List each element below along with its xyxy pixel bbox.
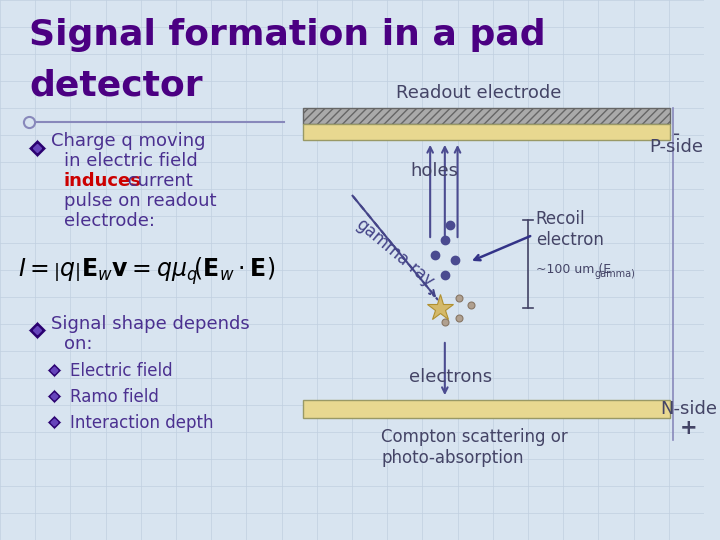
Text: pulse on readout: pulse on readout bbox=[63, 192, 216, 210]
Text: detector: detector bbox=[30, 68, 203, 102]
Text: +: + bbox=[680, 418, 697, 438]
Text: Readout electrode: Readout electrode bbox=[396, 84, 562, 102]
Text: N-side: N-side bbox=[660, 400, 716, 418]
Text: electrode:: electrode: bbox=[63, 212, 155, 230]
Bar bbox=[303, 124, 670, 140]
Text: in electric field: in electric field bbox=[63, 152, 197, 170]
Text: Signal shape depends: Signal shape depends bbox=[51, 315, 250, 333]
Text: Recoil
electron: Recoil electron bbox=[536, 210, 603, 249]
Text: ~100 um (E: ~100 um (E bbox=[536, 262, 611, 275]
Text: P-side: P-side bbox=[649, 138, 703, 156]
Bar bbox=[303, 400, 670, 418]
Text: Charge q moving: Charge q moving bbox=[51, 132, 205, 150]
Text: Compton scattering or
photo-absorption: Compton scattering or photo-absorption bbox=[382, 428, 568, 467]
Text: Ramo field: Ramo field bbox=[71, 388, 159, 406]
Text: gamma-ray: gamma-ray bbox=[352, 215, 437, 291]
Text: gamma): gamma) bbox=[595, 269, 635, 279]
Text: $I = \left|q\right|\mathbf{E}_w\mathbf{v} = q\mu_q\!\left(\mathbf{E}_w \cdot \ma: $I = \left|q\right|\mathbf{E}_w\mathbf{v… bbox=[17, 255, 275, 287]
Text: Signal formation in a pad: Signal formation in a pad bbox=[30, 18, 546, 52]
Text: holes: holes bbox=[410, 162, 459, 180]
Text: Electric field: Electric field bbox=[71, 362, 173, 380]
Text: electrons: electrons bbox=[409, 368, 492, 386]
Text: current: current bbox=[122, 172, 193, 190]
Text: Interaction depth: Interaction depth bbox=[71, 414, 214, 432]
Text: -: - bbox=[673, 125, 680, 144]
Text: on:: on: bbox=[63, 335, 92, 353]
Bar bbox=[303, 108, 670, 124]
Text: induces: induces bbox=[63, 172, 141, 190]
